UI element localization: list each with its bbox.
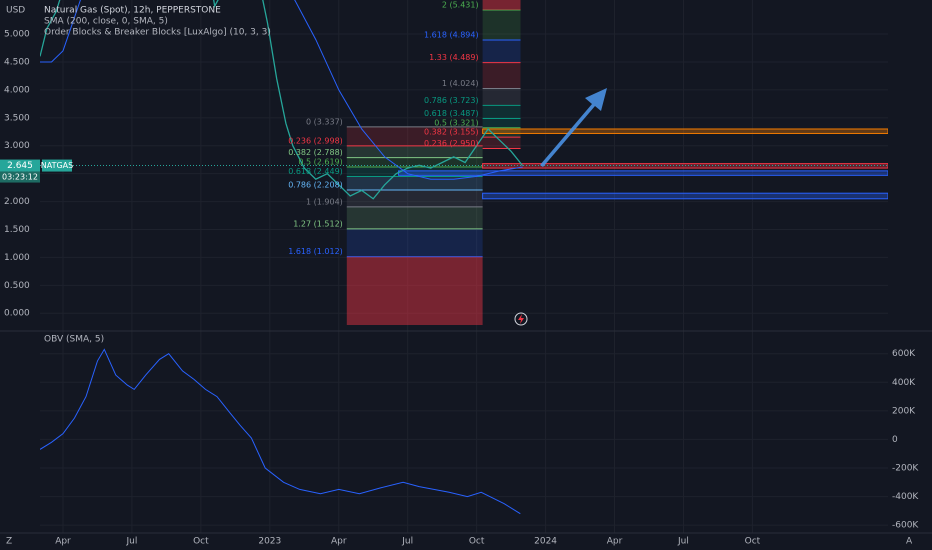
fib-label: 0.382 (2.788) [288, 148, 343, 157]
fib-band [482, 105, 521, 119]
fib-label: 0.5 (2.619) [298, 158, 342, 167]
obv-pane [40, 348, 521, 515]
fib-band [482, 118, 521, 128]
fib-band [346, 189, 483, 207]
fib-band [346, 145, 483, 158]
y-tick-label: 3.000 [4, 141, 30, 151]
currency: USD [6, 6, 25, 16]
fib-label: 0.236 (2.950) [424, 139, 479, 148]
arrow [540, 88, 607, 167]
symbol-title: Natural Gas (Spot), 12h, PEPPERSTONE [44, 6, 221, 16]
y-tick-label: -600K [892, 521, 919, 531]
y-tick-label: 4.500 [4, 57, 30, 67]
y-tick-label: 600K [892, 349, 916, 359]
fib-band [346, 157, 483, 168]
x-tick-label: Jul [401, 537, 413, 547]
order-block [398, 170, 888, 176]
fib-band [346, 228, 483, 257]
x-tick-label: Apr [331, 537, 347, 547]
order-block [482, 192, 888, 200]
corner-left[interactable]: Z [6, 537, 12, 547]
fib-band [346, 176, 483, 190]
countdown: 03:23:12 [2, 173, 38, 182]
y-tick-label: 400K [892, 378, 916, 388]
fib-label: 0.618 (2.449) [288, 167, 343, 176]
obv-title: OBV (SMA, 5) [44, 335, 104, 345]
flash-icon[interactable] [514, 312, 528, 326]
series-line [40, 348, 521, 515]
fib-label: 1 (1.904) [306, 197, 343, 206]
fib-label: 0 (3.337) [306, 117, 343, 126]
sma-legend: SMA (200, close, 0, SMA, 5) [44, 17, 168, 27]
grid [40, 0, 888, 533]
last-price-label: 2.645 [7, 161, 33, 171]
corner-right[interactable]: A [906, 537, 913, 547]
x-tick-label: Oct [745, 537, 761, 547]
y-tick-label: 200K [892, 406, 916, 416]
y-tick-label: 3.500 [4, 113, 30, 123]
fib-band [482, 62, 521, 89]
fib-label: 1.27 (1.512) [293, 219, 343, 228]
fib-label: 0.786 (2.208) [288, 180, 343, 189]
x-tick-label: Apr [55, 537, 71, 547]
fib-label: 1.618 (4.894) [424, 30, 479, 39]
y-tick-label: 2.000 [4, 197, 30, 207]
x-tick-label: Oct [469, 537, 485, 547]
fib-label: 0.236 (2.998) [288, 136, 343, 145]
price-pane [40, 0, 888, 325]
countdown-box [0, 171, 40, 183]
x-tick-label: 2023 [258, 537, 281, 547]
order-block [482, 128, 888, 134]
x-tick-label: Oct [193, 537, 209, 547]
fib-band [482, 127, 521, 138]
fib-band [346, 206, 483, 229]
fib-band [482, 88, 521, 106]
y-tick-label: -200K [892, 464, 919, 474]
fib-band [346, 126, 483, 146]
fib-label: 1.618 (1.012) [288, 247, 343, 256]
fib-label: 0.5 (3.321) [434, 118, 478, 127]
ob-legend: Order Blocks & Breaker Blocks [LuxAlgo] … [44, 28, 271, 38]
fib-label: 0.786 (3.723) [424, 96, 479, 105]
y-tick-label: 0.500 [4, 281, 30, 291]
y-tick-label: 0.000 [4, 309, 30, 319]
y-tick-label: 0 [892, 435, 898, 445]
symbol-box [42, 159, 72, 172]
fib-label: 1 (4.024) [442, 79, 479, 88]
fib-label: 0.618 (3.487) [424, 109, 479, 118]
y-tick-label: 1.500 [4, 225, 30, 235]
y-tick-label: 1.000 [4, 253, 30, 263]
symbol-label: NATGAS [41, 161, 73, 170]
x-tick-label: Jul [677, 537, 689, 547]
fib-label: 1.33 (4.489) [429, 53, 479, 62]
fib-band [482, 39, 521, 63]
x-tick-label: Apr [607, 537, 623, 547]
fib-label: 2 (5.431) [442, 0, 479, 9]
x-tick-label: 2024 [534, 537, 557, 547]
y-tick-label: -400K [892, 492, 919, 502]
fib-extension [482, 0, 521, 10]
fib-extension [346, 256, 483, 325]
last-price-box [0, 159, 40, 172]
x-tick-label: Jul [125, 537, 137, 547]
series-line [40, 0, 523, 180]
y-tick-label: 5.000 [4, 30, 30, 40]
flash-bolt [518, 314, 524, 324]
fib-band [482, 9, 521, 40]
fib-band [346, 167, 483, 177]
fib-label: 0.382 (3.155) [424, 128, 479, 137]
y-tick-label: 4.000 [4, 85, 30, 95]
